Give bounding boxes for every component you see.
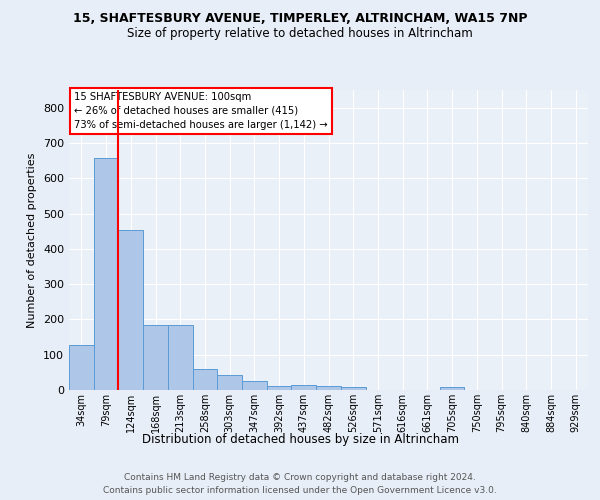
Bar xyxy=(440,387,464,390)
Bar xyxy=(193,369,217,390)
Bar xyxy=(143,326,168,390)
Bar xyxy=(267,386,292,390)
Bar xyxy=(316,386,341,390)
Bar xyxy=(118,230,143,390)
Bar xyxy=(69,345,94,390)
Text: Contains HM Land Registry data © Crown copyright and database right 2024.: Contains HM Land Registry data © Crown c… xyxy=(124,472,476,482)
Bar xyxy=(94,158,118,390)
Text: 15, SHAFTESBURY AVENUE, TIMPERLEY, ALTRINCHAM, WA15 7NP: 15, SHAFTESBURY AVENUE, TIMPERLEY, ALTRI… xyxy=(73,12,527,26)
Bar xyxy=(341,387,365,390)
Text: Size of property relative to detached houses in Altrincham: Size of property relative to detached ho… xyxy=(127,28,473,40)
Bar xyxy=(242,381,267,390)
Text: Distribution of detached houses by size in Altrincham: Distribution of detached houses by size … xyxy=(142,432,458,446)
Y-axis label: Number of detached properties: Number of detached properties xyxy=(28,152,37,328)
Bar xyxy=(292,386,316,390)
Bar xyxy=(168,326,193,390)
Text: Contains public sector information licensed under the Open Government Licence v3: Contains public sector information licen… xyxy=(103,486,497,495)
Bar xyxy=(217,375,242,390)
Text: 15 SHAFTESBURY AVENUE: 100sqm
← 26% of detached houses are smaller (415)
73% of : 15 SHAFTESBURY AVENUE: 100sqm ← 26% of d… xyxy=(74,92,328,130)
